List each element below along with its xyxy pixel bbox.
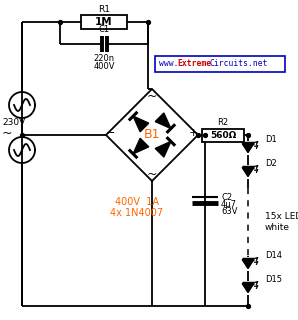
Text: R2: R2 [218,118,229,127]
Text: D2: D2 [265,158,277,167]
Bar [155,56,285,72]
Text: 15x LED
white: 15x LED white [265,212,298,232]
Text: D1: D1 [265,134,277,143]
Polygon shape [155,113,171,129]
Text: C2: C2 [221,193,232,202]
Text: 220n: 220n [94,54,114,63]
Polygon shape [242,143,254,153]
Polygon shape [133,116,149,132]
Text: R1: R1 [98,4,110,13]
Polygon shape [106,89,198,181]
Bar [202,129,244,141]
Text: Extreme: Extreme [177,60,211,68]
Polygon shape [242,284,254,292]
Polygon shape [133,138,149,154]
Polygon shape [242,260,254,268]
Text: C1: C1 [98,25,110,34]
Text: 63V: 63V [221,207,238,216]
Bar [81,15,127,29]
Text: 400V  1A: 400V 1A [115,197,159,207]
Text: D15: D15 [265,275,282,284]
Text: 230V: 230V [2,118,25,127]
Text: B1: B1 [144,129,160,141]
Polygon shape [242,167,254,177]
Text: Circuits.net: Circuits.net [210,60,268,68]
Text: www.: www. [159,60,179,68]
Text: 4μ7: 4μ7 [221,200,237,209]
Text: −: − [106,128,116,138]
Text: 4x 1N4007: 4x 1N4007 [111,208,164,218]
Text: D14: D14 [265,251,282,260]
Text: 560Ω: 560Ω [210,131,236,140]
Text: ~: ~ [2,127,13,140]
Polygon shape [155,141,171,157]
Text: 400V: 400V [93,62,115,71]
Text: +: + [188,128,198,138]
Text: 1M: 1M [95,17,113,27]
Text: ~: ~ [147,90,157,102]
Text: ~: ~ [147,167,157,180]
